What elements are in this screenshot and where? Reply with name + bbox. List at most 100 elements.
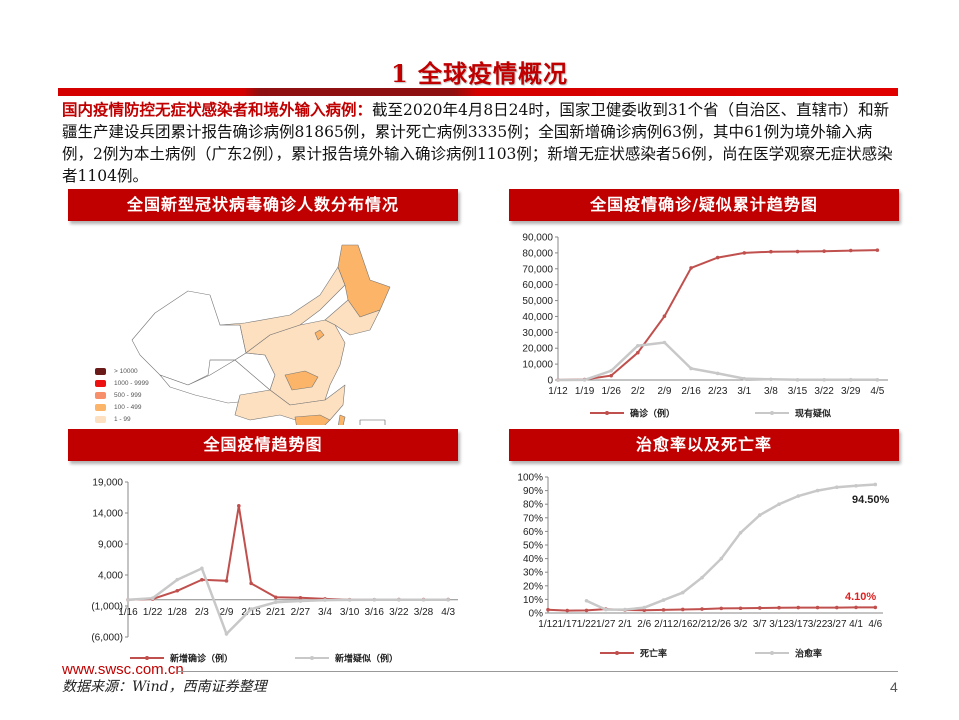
summary-text: 截至2020年4月8日24时，国家卫健委收到31个省（自治区、直辖市）和新疆生产… — [62, 101, 893, 185]
x-tick-label: 3/27 — [827, 619, 847, 630]
y-tick-label: 70% — [523, 513, 543, 524]
legend-swatch — [95, 379, 106, 387]
series-line — [585, 483, 876, 611]
series-line — [127, 505, 449, 601]
series-line — [127, 566, 449, 637]
legend-item: 1 - 99 — [95, 413, 149, 425]
y-tick-label: 0 — [547, 376, 553, 387]
y-tick-label: (1,000) — [91, 602, 123, 613]
summary-highlight: 国内疫情防控无症状感染者和境外输入病例： — [62, 100, 373, 119]
x-tick-label: 1/22 — [577, 619, 597, 630]
y-tick-label: 90% — [523, 486, 543, 497]
x-tick-label: 3/29 — [841, 386, 861, 397]
legend-label: 死亡率 — [639, 648, 667, 660]
x-tick-label: 3/22 — [808, 619, 828, 630]
x-tick-label: 3/2 — [734, 619, 748, 630]
x-tick-label: 2/15 — [241, 607, 261, 618]
x-tick-label: 3/8 — [764, 386, 778, 397]
x-tick-label: 1/28 — [168, 607, 188, 618]
x-tick-label: 3/28 — [414, 607, 434, 618]
x-tick-label: 2/26 — [712, 619, 732, 630]
x-tick-label: 3/7 — [753, 619, 767, 630]
y-tick-label: 20,000 — [522, 344, 553, 355]
legend-label: 确诊（例） — [630, 408, 675, 420]
series-line — [547, 606, 876, 612]
annotation: 94.50% — [852, 494, 890, 506]
x-tick-label: 4/3 — [441, 607, 455, 618]
x-tick-label: 1/19 — [575, 386, 595, 397]
x-tick-label: 1/17 — [558, 619, 578, 630]
legend-swatch — [95, 367, 106, 375]
legend-label: > 10000 — [114, 367, 138, 375]
x-tick-label: 3/22 — [389, 607, 409, 618]
y-tick-label: 14,000 — [92, 509, 123, 520]
y-tick-label: 10% — [523, 595, 543, 606]
y-tick-label: 19,000 — [92, 478, 123, 489]
y-tick-label: 70,000 — [522, 264, 553, 275]
page-title: 1 全球疫情概况 — [390, 59, 569, 88]
y-tick-label: 10,000 — [522, 360, 553, 371]
x-tick-label: 2/27 — [291, 607, 311, 618]
x-tick-label: 2/16 — [681, 386, 701, 397]
map-panel-title: 全国新型冠状病毒确诊人数分布情况 — [68, 189, 458, 221]
x-tick-label: 2/6 — [637, 619, 651, 630]
x-tick-label: 2/21 — [692, 619, 712, 630]
x-tick-label: 3/15 — [788, 386, 808, 397]
x-tick-label: 1/26 — [601, 386, 621, 397]
x-tick-label: 2/21 — [266, 607, 286, 618]
legend-label: 现有疑似 — [795, 408, 831, 420]
y-tick-label: 0% — [529, 609, 544, 620]
y-tick-label: 30% — [523, 568, 543, 579]
data-source: 数据来源：Wind，西南证券整理 — [62, 679, 267, 695]
x-tick-label: 2/16 — [673, 619, 693, 630]
title-divider — [58, 88, 898, 96]
rates-chart: 0% 10% 20% 30% 40% 50% 60% 70% 80% 90% 100% 1/12 1/1… — [517, 473, 890, 660]
y-tick-label: 50,000 — [522, 296, 553, 307]
legend-swatch — [95, 403, 106, 411]
x-tick-label: 3/1 — [737, 386, 751, 397]
x-tick-label: 3/10 — [340, 607, 360, 618]
y-tick-label: (6,000) — [91, 633, 123, 644]
y-tick-label: 80,000 — [522, 248, 553, 259]
legend-label: 1 - 99 — [114, 415, 131, 423]
y-tick-label: 100% — [517, 473, 543, 484]
y-tick-label: 50% — [523, 541, 543, 552]
legend-label: 治愈率 — [795, 648, 822, 660]
y-tick-label: 90,000 — [522, 233, 553, 244]
series-line — [557, 249, 878, 381]
map-legend: > 10000 1000 - 9999 500 - 999 100 - 499 … — [95, 365, 149, 425]
x-tick-label: 1/27 — [596, 619, 616, 630]
x-tick-label: 3/4 — [318, 607, 332, 618]
x-tick-label: 3/22 — [814, 386, 834, 397]
legend-item: 1000 - 9999 — [95, 377, 149, 389]
annotation: 4.10% — [845, 591, 876, 603]
x-tick-label: 1/12 — [548, 386, 568, 397]
footer-url[interactable]: www.swsc.com.cn — [62, 661, 184, 678]
x-tick-label: 3/17 — [789, 619, 809, 630]
y-tick-label: 60% — [523, 527, 543, 538]
legend-label: 1000 - 9999 — [114, 379, 149, 387]
summary-paragraph: 国内疫情防控无症状感染者和境外输入病例：截至2020年4月8日24时，国家卫健委… — [62, 99, 902, 187]
x-tick-label: 4/1 — [849, 619, 863, 630]
x-tick-label: 3/12 — [769, 619, 789, 630]
x-tick-label: 1/12 — [538, 619, 558, 630]
x-tick-label: 2/11 — [654, 619, 673, 630]
legend-item: > 10000 — [95, 365, 149, 377]
y-tick-label: 60,000 — [522, 280, 553, 291]
y-tick-label: 20% — [523, 581, 543, 592]
legend-swatch — [95, 415, 106, 423]
cumulative-trend-chart: 0 10,000 20,000 30,000 40,000 50,000 60,000 70,… — [522, 233, 888, 420]
y-tick-label: 30,000 — [522, 328, 553, 339]
legend-label: 新增疑似（例） — [335, 653, 398, 665]
x-tick-label: 2/23 — [708, 386, 728, 397]
legend-item: 500 - 999 — [95, 389, 149, 401]
page-number: 4 — [890, 679, 898, 695]
y-tick-label: 4,000 — [98, 571, 123, 582]
x-tick-label: 2/2 — [631, 386, 645, 397]
daily-trend-chart: (6,000) (1,000) 4,000 9,000 14,000 19,000 1/16… — [91, 478, 458, 665]
footer-divider — [178, 671, 898, 672]
x-tick-label: 3/16 — [365, 607, 385, 618]
y-tick-label: 9,000 — [98, 540, 123, 551]
cumulative-panel-title: 全国疫情确诊/疑似累计趋势图 — [509, 189, 899, 221]
daily-panel-title: 全国疫情趋势图 — [68, 429, 458, 461]
